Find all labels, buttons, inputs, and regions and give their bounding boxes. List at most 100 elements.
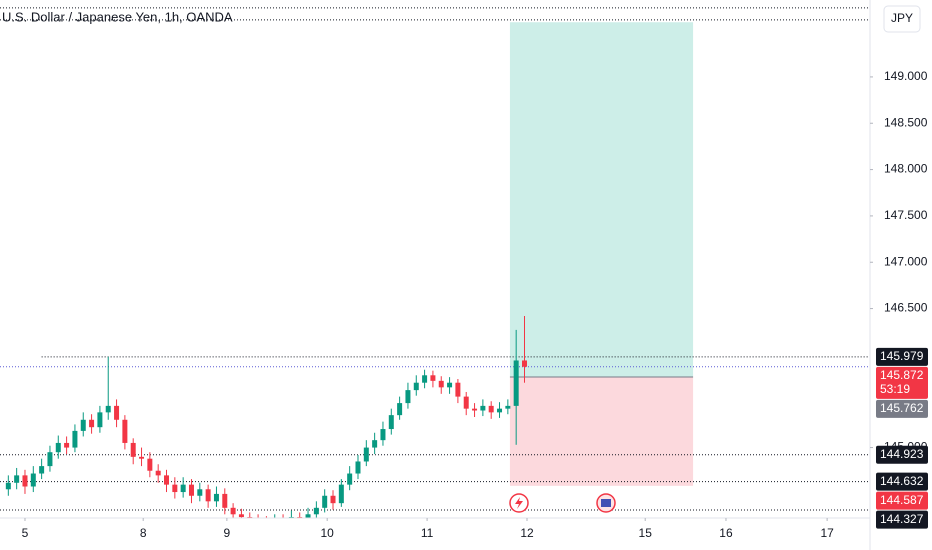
candle-body <box>347 473 353 485</box>
candle-body <box>130 442 136 457</box>
candle-body <box>22 475 28 487</box>
candle-body <box>497 408 503 413</box>
candle-body <box>238 514 244 518</box>
candle-body <box>30 473 36 487</box>
candle-body <box>472 408 478 411</box>
candle-body <box>39 466 45 474</box>
x-tick-label: 9 <box>224 526 231 540</box>
y-tick-label: 149.000 <box>884 69 928 83</box>
x-tick-label: 5 <box>22 526 29 540</box>
x-tick-label: 11 <box>421 526 434 540</box>
currency-button[interactable] <box>883 5 921 33</box>
price-tag-label: 144.923 <box>880 447 924 461</box>
candle-body <box>5 482 11 490</box>
candle-body <box>55 442 61 453</box>
y-tick-label: 148.500 <box>884 115 928 129</box>
candle-body <box>164 475 170 485</box>
candle-body <box>256 520 261 522</box>
candle-body <box>47 452 53 467</box>
candle-body <box>313 507 319 515</box>
candle-body <box>488 405 494 413</box>
candle-body <box>105 405 111 413</box>
candle-body <box>463 396 469 409</box>
price-tag <box>876 472 928 491</box>
candle-body <box>230 507 236 515</box>
price-tag-label: 144.587 <box>880 493 924 507</box>
x-tick-label: 17 <box>820 526 834 540</box>
price-tag <box>876 366 928 399</box>
candle-body <box>455 382 461 397</box>
x-tick-label: 12 <box>520 526 534 540</box>
candle-body <box>272 520 277 524</box>
y-tick-label: 148.000 <box>884 162 928 176</box>
y-tick-label: 147.500 <box>884 208 928 222</box>
candle-body <box>422 375 428 383</box>
price-tag <box>876 399 928 418</box>
candle-body <box>338 484 344 504</box>
y-tick-label: 146.500 <box>884 301 928 315</box>
candle-body <box>330 495 336 504</box>
candle-body <box>205 489 211 502</box>
plot-area <box>0 7 870 524</box>
candle-body <box>322 495 328 508</box>
price-tag-label: 145.762 <box>880 401 924 415</box>
event-icons <box>509 493 616 513</box>
candle-body <box>14 475 20 483</box>
candle-body <box>222 493 228 508</box>
price-tag-label: 145.872 <box>880 368 924 382</box>
candle-body <box>139 456 145 459</box>
price-tag <box>876 445 928 464</box>
candle-body <box>197 489 203 496</box>
candle-body <box>213 493 219 502</box>
candle-body <box>430 375 436 381</box>
candle-body <box>172 484 178 493</box>
candle-body <box>80 419 86 431</box>
candle-body <box>97 412 103 428</box>
price-tag <box>876 347 928 366</box>
candle-body <box>355 461 361 474</box>
candle-body <box>72 430 78 448</box>
event-icon-glyph <box>515 497 523 509</box>
candle-body <box>188 484 194 496</box>
x-tick-label: 16 <box>719 526 733 540</box>
candle-body <box>264 522 269 524</box>
price-tag <box>876 510 928 529</box>
candle-body <box>281 520 286 522</box>
candle-body <box>372 440 378 448</box>
candle-body <box>513 360 519 406</box>
x-tick-label: 10 <box>321 526 335 540</box>
price-tag-label: 144.632 <box>880 474 924 488</box>
chart-title: U.S. Dollar / Japanese Yen, 1h, OANDA <box>2 9 233 24</box>
x-tick-label: 8 <box>140 526 147 540</box>
candle-body <box>122 419 128 443</box>
candle-body <box>447 382 453 388</box>
candle-body <box>363 447 369 462</box>
candle-body <box>114 405 120 420</box>
price-tag-label: 145.979 <box>880 349 924 363</box>
candle-body <box>397 403 403 416</box>
candle-body <box>155 470 161 476</box>
candle-body <box>413 382 419 391</box>
candle-body <box>147 458 153 471</box>
currency-label[interactable]: JPY <box>891 11 913 25</box>
price-tag-label: 144.327 <box>880 512 924 526</box>
target-zone <box>509 22 694 377</box>
candle-body <box>438 380 444 388</box>
candle-body <box>64 442 70 448</box>
candle-body <box>305 514 311 518</box>
x-tick-label: 15 <box>639 526 653 540</box>
candle-body <box>380 429 386 441</box>
candle-body <box>388 415 394 430</box>
candle-body <box>180 484 186 493</box>
price-tag <box>876 491 928 510</box>
y-tick-label: 147.000 <box>884 254 928 268</box>
price-tag-label: 53:19 <box>880 382 910 396</box>
candle-body <box>405 390 411 404</box>
candle-body <box>522 360 527 367</box>
stop-zone <box>509 376 694 486</box>
candle-body <box>505 405 511 409</box>
candle-body <box>89 419 95 428</box>
event-icon-glyph <box>601 499 611 507</box>
candle-body <box>480 405 486 411</box>
